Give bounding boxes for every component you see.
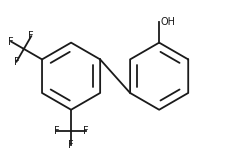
Text: F: F (8, 37, 14, 47)
Text: OH: OH (160, 17, 175, 27)
Text: F: F (83, 126, 89, 136)
Text: F: F (14, 57, 19, 67)
Text: F: F (54, 126, 59, 136)
Text: F: F (28, 31, 34, 41)
Text: F: F (68, 140, 74, 150)
